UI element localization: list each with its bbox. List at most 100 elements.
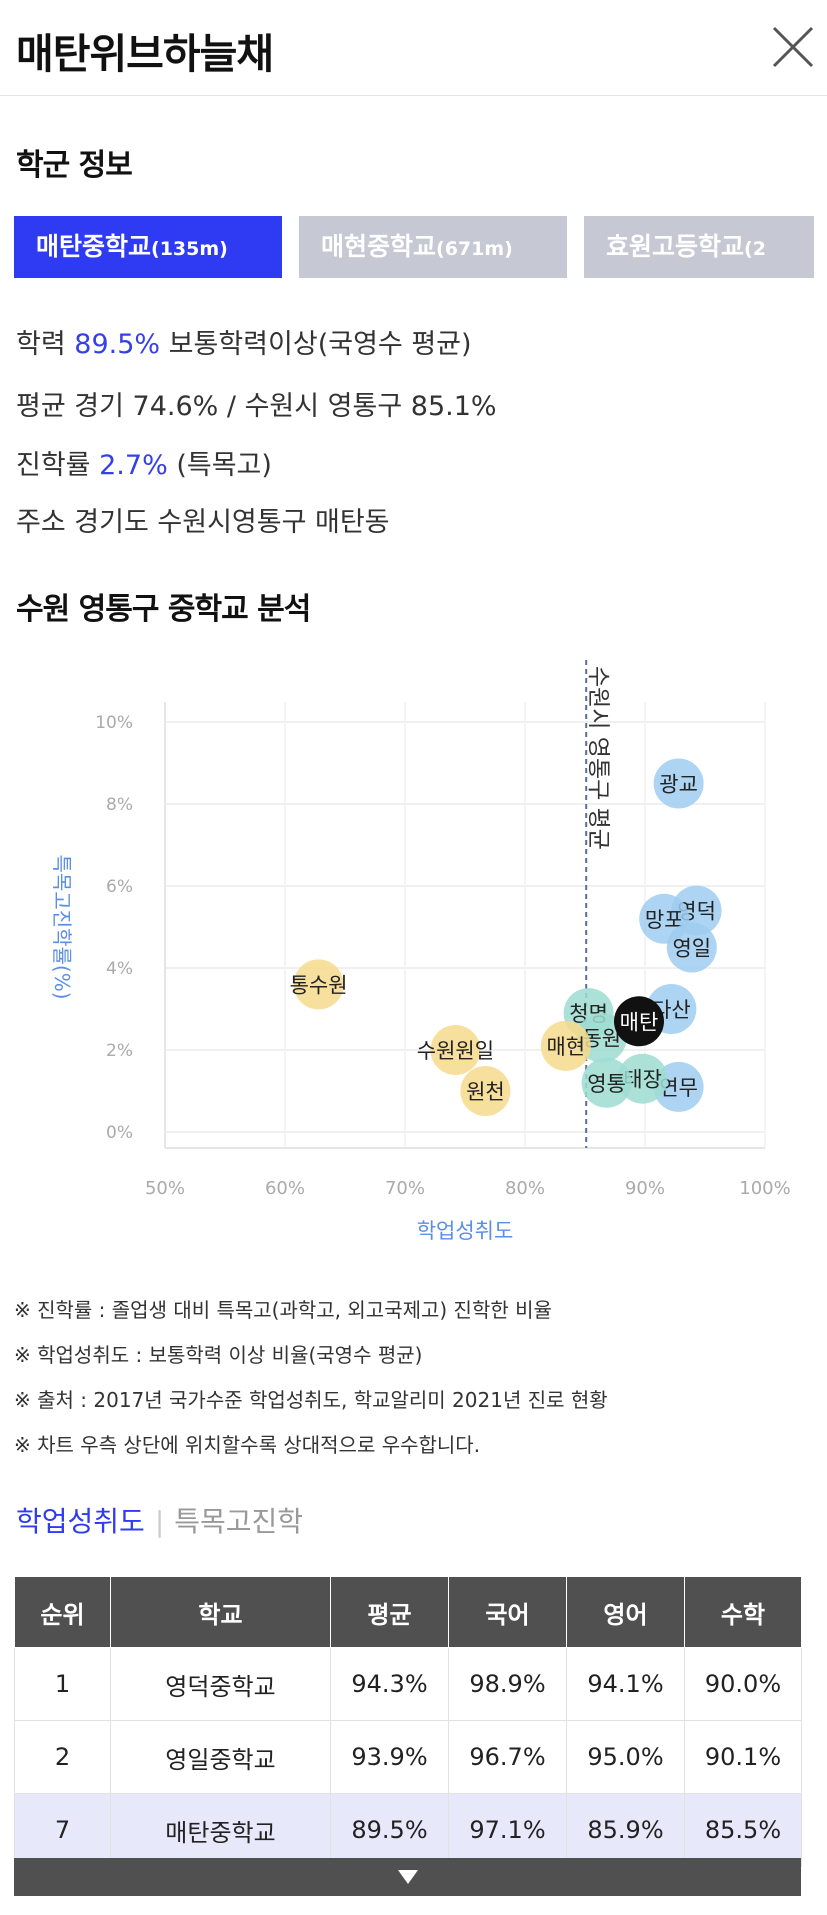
advancement-desc: (특목고)	[176, 450, 272, 481]
korean-cell: 98.9%	[448, 1647, 567, 1721]
rank-cell: 1	[14, 1647, 111, 1721]
x-tick-label: 100%	[739, 1178, 790, 1199]
average-cell: 93.9%	[330, 1720, 449, 1794]
tab-school-name: 매현중학교	[321, 232, 437, 261]
data-point	[460, 1066, 511, 1116]
school-cell: 영일중학교	[110, 1720, 331, 1794]
column-header: 영어	[566, 1576, 685, 1648]
data-point-label: 원천	[466, 1080, 505, 1104]
x-tick-label: 90%	[625, 1178, 665, 1199]
address-row: 주소 경기도 수원시영통구 매탄동	[16, 500, 390, 539]
data-point-label: 매탄	[620, 1010, 659, 1034]
achievement-row: 학력 89.5% 보통학력이상(국영수 평균)	[16, 322, 472, 361]
analysis-title: 수원 영통구 중학교 분석	[16, 592, 311, 627]
data-point	[653, 758, 704, 809]
x-tick-label: 50%	[145, 1178, 185, 1199]
note-item: ※ 출처 : 2017년 국가수준 학업성취도, 학교알리미 2021년 진로 …	[14, 1388, 608, 1412]
data-point	[430, 1025, 481, 1075]
average-cell: 94.3%	[330, 1647, 449, 1721]
y-tick-label: 10%	[95, 713, 133, 733]
average-cell: 89.5%	[330, 1793, 449, 1867]
school-cell: 영덕중학교	[110, 1647, 331, 1721]
achievement-desc: 보통학력이상(국영수 평균)	[168, 329, 472, 360]
page-title: 매탄위브하늘채	[16, 30, 274, 78]
english-cell: 94.1%	[566, 1647, 685, 1721]
x-tick-label: 60%	[265, 1178, 305, 1199]
rank-cell: 2	[14, 1720, 111, 1794]
data-point	[540, 1020, 591, 1071]
advancement-label: 진학률	[16, 450, 91, 481]
scatter-chart: 0% 2% 4% 6% 8% 10% 50% 60% 70% 80% 90% 100% 학업성취도 특목고…	[50, 660, 791, 1243]
achievement-label: 학력	[16, 329, 66, 360]
tab-school-1[interactable]: 매탄중학교(135m)	[14, 216, 282, 278]
column-header: 학교	[110, 1576, 331, 1648]
data-point-label: 수원원일	[417, 1039, 494, 1063]
school-tabs: 매탄중학교(135m) 매현중학교(671m) 효원고등학교(2	[14, 216, 827, 278]
y-axis-title: 특목고진학률(%)	[50, 854, 74, 999]
column-header: 순위	[14, 1576, 111, 1648]
school-info-title: 학군 정보	[16, 148, 133, 183]
advancement-value: 2.7%	[99, 450, 168, 481]
tab-school-distance: (2	[744, 238, 766, 260]
average-row: 평균 경기 74.6% / 수원시 영통구 85.1%	[16, 384, 497, 423]
table-header-row: 순위 학교 평균 국어 영어 수학	[14, 1576, 802, 1648]
expand-button[interactable]	[14, 1858, 801, 1896]
school-cell: 매탄중학교	[110, 1793, 331, 1867]
tab-school-distance: (135m)	[151, 238, 228, 260]
note-item: ※ 학업성취도 : 보통학력 이상 비율(국영수 평균)	[14, 1343, 423, 1367]
table-row[interactable]: 1 영덕중학교 94.3% 98.9% 94.1% 90.0%	[14, 1647, 802, 1721]
column-header: 수학	[684, 1576, 802, 1648]
tab-achievement[interactable]: 학업성취도	[16, 1505, 145, 1538]
tab-school-distance: (671m)	[436, 238, 513, 260]
data-point-label: 영통	[587, 1072, 626, 1096]
column-header: 평균	[330, 1576, 449, 1648]
english-cell: 95.0%	[566, 1720, 685, 1794]
data-point	[666, 922, 717, 973]
tab-school-name: 효원고등학교	[606, 232, 745, 261]
x-axis-title: 학업성취도	[417, 1219, 514, 1243]
english-cell: 85.9%	[566, 1793, 685, 1867]
column-header: 국어	[448, 1576, 567, 1648]
data-point	[293, 959, 344, 1010]
data-point-label: 영일	[672, 937, 711, 961]
achievement-value: 89.5%	[74, 329, 161, 360]
y-tick-label: 0%	[106, 1123, 133, 1143]
tab-school-3[interactable]: 효원고등학교(2	[584, 216, 814, 278]
data-point-label: 통수원	[290, 973, 348, 997]
data-point	[614, 996, 664, 1047]
korean-cell: 97.1%	[448, 1793, 567, 1867]
table-row[interactable]: 2 영일중학교 93.9% 96.7% 95.0% 90.1%	[14, 1720, 802, 1794]
note-item: ※ 진학률 : 졸업생 대비 특목고(과학고, 외고국제고) 진학한 비율	[14, 1298, 552, 1322]
tab-separator: |	[154, 1505, 165, 1538]
ranking-tabs: 학업성취도 | 특목고진학	[16, 1500, 303, 1540]
table-row-current[interactable]: 7 매탄중학교 89.5% 97.1% 85.9% 85.5%	[14, 1793, 802, 1867]
tab-advancement[interactable]: 특목고진학	[174, 1505, 304, 1538]
math-cell: 85.5%	[684, 1793, 802, 1867]
chevron-down-icon	[397, 1870, 418, 1884]
y-tick-label: 6%	[106, 877, 133, 897]
note-item: ※ 차트 우측 상단에 위치할수록 상대적으로 우수합니다.	[14, 1433, 481, 1457]
address-text: 경기도 수원시영통구 매탄동	[74, 507, 390, 538]
reference-line-label: 수원시 영통구 평균	[585, 666, 611, 850]
y-tick-label: 8%	[106, 795, 133, 815]
ranking-table: 순위 학교 평균 국어 영어 수학 1 영덕중학교 94.3% 98.9% 94…	[14, 1576, 802, 1867]
tab-school-2[interactable]: 매현중학교(671m)	[299, 216, 567, 278]
rank-cell: 7	[14, 1793, 111, 1867]
header: 매탄위브하늘채	[0, 0, 827, 96]
address-label: 주소	[16, 507, 66, 538]
x-tick-label: 80%	[505, 1178, 545, 1199]
data-point-label: 광교	[659, 773, 698, 797]
data-point	[581, 1057, 632, 1108]
math-cell: 90.1%	[684, 1720, 802, 1794]
advancement-row: 진학률 2.7% (특목고)	[16, 443, 272, 482]
tab-school-name: 매탄중학교	[36, 232, 152, 261]
average-label: 평균	[16, 391, 66, 422]
y-tick-label: 2%	[106, 1041, 133, 1061]
x-tick-label: 70%	[385, 1178, 425, 1199]
korean-cell: 96.7%	[448, 1720, 567, 1794]
close-icon[interactable]	[770, 24, 816, 70]
notes: ※ 진학률 : 졸업생 대비 특목고(과학고, 외고국제고) 진학한 비율 ※ …	[14, 1288, 608, 1468]
math-cell: 90.0%	[684, 1647, 802, 1721]
data-point-label: 매현	[546, 1035, 585, 1059]
average-text: 경기 74.6% / 수원시 영통구 85.1%	[74, 391, 497, 422]
